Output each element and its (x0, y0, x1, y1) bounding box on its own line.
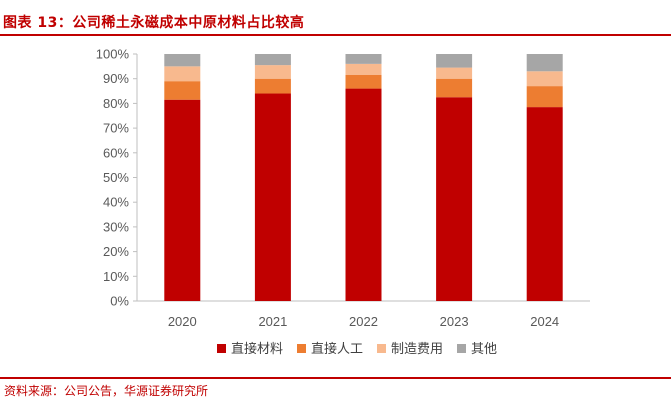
stacked-bar-chart: 0% 10% 20% 30% 40% 50% 60% 70% 80% 90% 100% 2020 202… (96, 47, 590, 357)
y-tick-label: 90% (103, 71, 129, 86)
legend-swatch (377, 344, 386, 353)
bar-segment-2023-制造费用 (436, 67, 473, 79)
y-tick-label: 50% (103, 170, 129, 185)
y-tick-label: 80% (103, 96, 129, 111)
legend-label: 直接人工 (311, 341, 363, 357)
y-tick-label: 70% (103, 121, 129, 136)
y-tick-label: 40% (103, 195, 129, 210)
bar-segment-2022-制造费用 (345, 63, 382, 75)
bar-segment-2021-直接材料 (254, 93, 291, 302)
bar-segment-2024-其他 (526, 54, 563, 72)
bar-segment-2021-其他 (254, 54, 291, 66)
y-tick-label: 60% (103, 145, 129, 160)
bar-segment-2024-制造费用 (526, 71, 563, 87)
legend-swatch (297, 344, 306, 353)
bar-segment-2023-直接人工 (436, 78, 473, 98)
bar-segment-2020-其他 (164, 54, 201, 67)
y-tick-label: 30% (103, 219, 129, 234)
footer-rule (0, 377, 671, 379)
figure-title: 图表 13：公司稀土永磁成本中原材料占比较高 (3, 15, 305, 31)
x-tick-label: 2023 (440, 314, 469, 329)
bar-segment-2020-直接材料 (164, 99, 201, 301)
y-tick-label: 10% (103, 269, 129, 284)
legend-swatch (217, 344, 226, 353)
title-rule (0, 34, 671, 36)
legend-label: 其他 (471, 342, 497, 357)
x-tick-label: 2024 (530, 314, 559, 329)
bar-segment-2021-制造费用 (254, 65, 291, 79)
source-note: 资料来源：公司公告，华源证券研究所 (4, 384, 209, 398)
bar-segment-2024-直接人工 (526, 86, 563, 108)
bar-segment-2022-直接材料 (345, 88, 382, 301)
legend-label: 制造费用 (391, 342, 443, 357)
bar-segment-2024-直接材料 (526, 107, 563, 301)
y-tick-label: 100% (96, 47, 130, 62)
y-tick-label: 20% (103, 244, 129, 259)
bar-segment-2021-直接人工 (254, 78, 291, 94)
bar-segment-2023-直接材料 (436, 97, 473, 301)
bar-segment-2022-直接人工 (345, 74, 382, 89)
x-tick-label: 2021 (258, 314, 287, 329)
bar-segment-2020-制造费用 (164, 66, 201, 82)
bar-segment-2020-直接人工 (164, 81, 201, 100)
legend-swatch (457, 344, 466, 353)
y-tick-label: 0% (110, 294, 129, 309)
x-tick-label: 2020 (168, 314, 197, 329)
bar-segment-2023-其他 (436, 54, 473, 68)
legend-label: 直接材料 (231, 341, 283, 357)
x-tick-label: 2022 (349, 314, 378, 329)
bar-segment-2022-其他 (345, 54, 382, 64)
